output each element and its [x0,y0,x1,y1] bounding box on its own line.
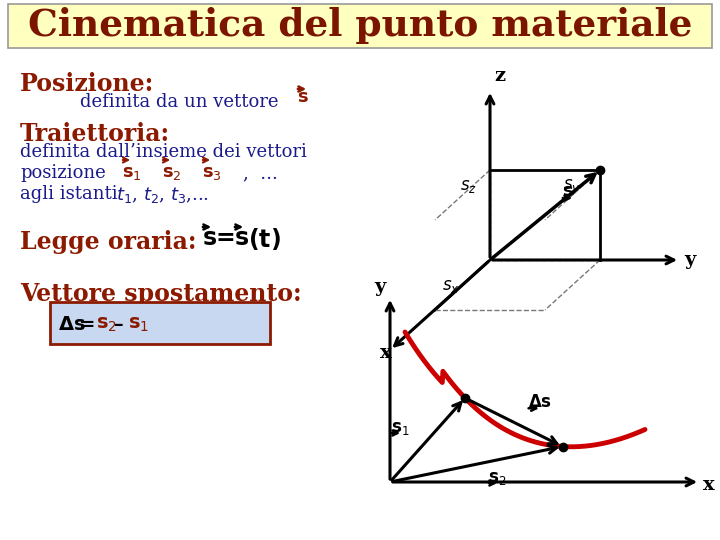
Text: Vettore spostamento:: Vettore spostamento: [20,282,302,306]
Text: =: = [216,226,235,250]
Text: $\mathbf{s}_1$: $\mathbf{s}_1$ [391,420,410,437]
Text: x: x [380,344,392,362]
Text: Posizione:: Posizione: [20,72,154,96]
Text: $\mathbf{s}_2$: $\mathbf{s}_2$ [96,316,117,334]
Text: definita da un vettore: definita da un vettore [80,93,279,111]
Text: posizione: posizione [20,164,106,182]
Text: $\mathbf{s}_1$: $\mathbf{s}_1$ [122,164,142,182]
Text: $\mathbf{s}_3$: $\mathbf{s}_3$ [202,164,222,182]
Text: $\mathbf{s}$: $\mathbf{s}$ [202,226,217,250]
Text: $\mathbf{(t)}$: $\mathbf{(t)}$ [248,226,281,252]
Text: agli istanti: agli istanti [20,185,117,203]
Text: $\mathbf{s}_2$: $\mathbf{s}_2$ [488,470,506,487]
Text: $\mathbf{s}$: $\mathbf{s}$ [234,226,249,250]
Text: $\mathbf{\Delta s}$: $\mathbf{\Delta s}$ [58,316,86,334]
Text: $\mathit{t}_1$, $\mathit{t}_2$, $\mathit{t}_3$,...: $\mathit{t}_1$, $\mathit{t}_2$, $\mathit… [116,185,209,205]
Text: $\mathbf{s}_1$: $\mathbf{s}_1$ [128,316,149,334]
Text: $\mathbf{s}$: $\mathbf{s}$ [297,88,309,106]
Bar [8,4,712,48]
Text: ,  ...: , ... [243,164,278,182]
Text: $\mathbf{s}_2$: $\mathbf{s}_2$ [162,164,181,182]
Text: $s_x$: $s_x$ [442,278,459,295]
Text: =: = [79,316,96,334]
Text: $\mathbf{\Delta s}$: $\mathbf{\Delta s}$ [528,394,552,411]
Text: z: z [494,67,505,85]
Text: $s_z$: $s_z$ [460,178,477,195]
Text: x: x [703,476,715,494]
Text: y: y [684,251,696,269]
Text: y: y [374,278,385,296]
Text: $\mathbf{s}$: $\mathbf{s}$ [562,182,574,200]
Bar [50,302,270,344]
Text: Legge oraria:: Legge oraria: [20,230,197,254]
Text: –: – [114,316,124,334]
Text: Traiettoria:: Traiettoria: [20,122,170,146]
Text: definita dall’insieme dei vettori: definita dall’insieme dei vettori [20,143,307,161]
Text: Cinematica del punto materiale: Cinematica del punto materiale [28,8,692,44]
Text: $s_y$: $s_y$ [563,178,580,198]
